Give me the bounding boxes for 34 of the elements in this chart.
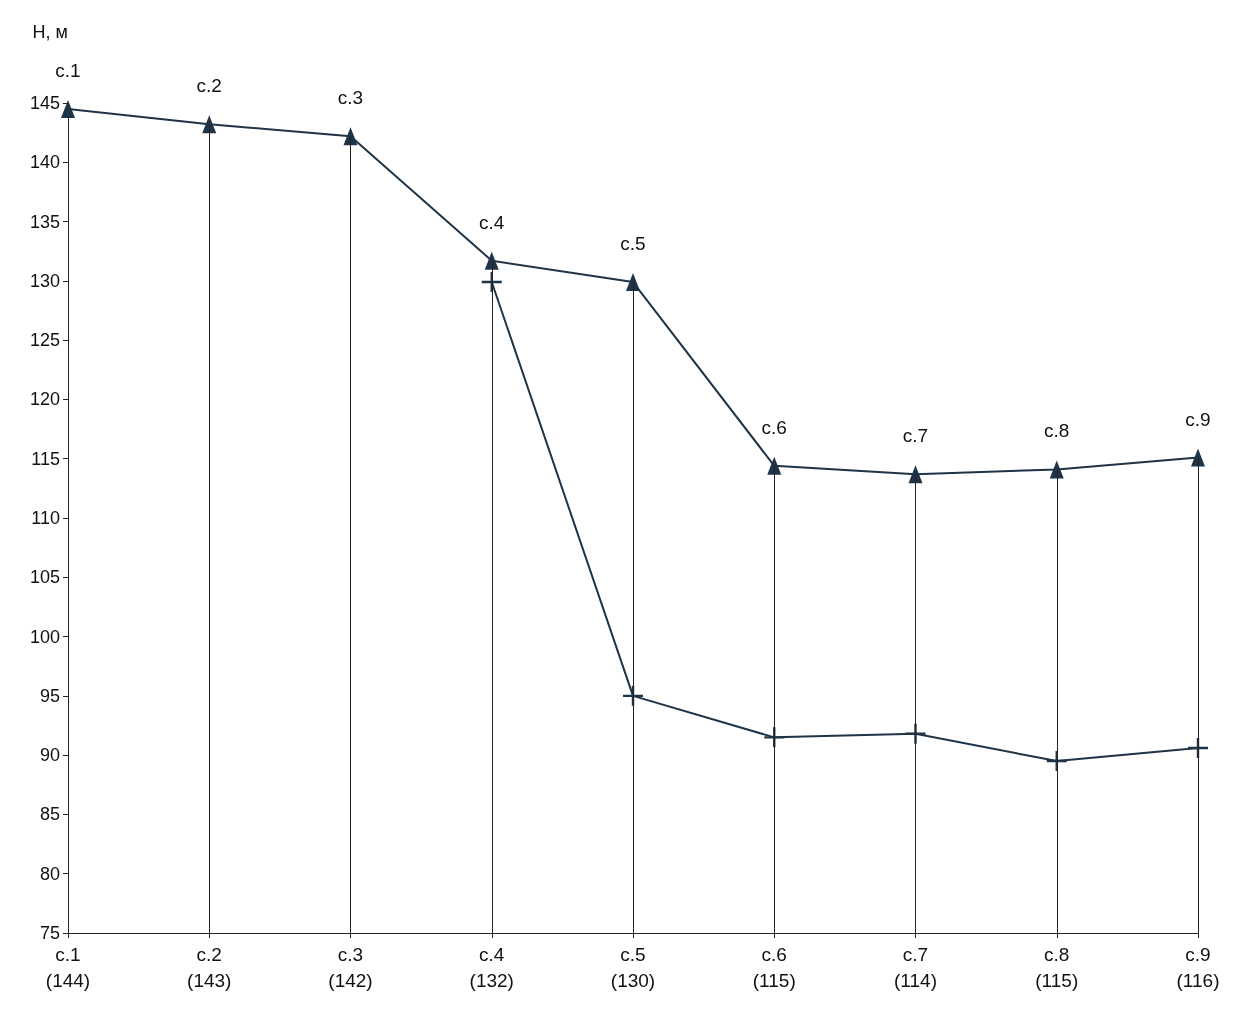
data-label: с.2 xyxy=(196,75,222,97)
x-tick-label: с.1 (144) xyxy=(45,943,91,991)
data-label: с.8 xyxy=(1044,420,1070,442)
y-tick-label: 140 xyxy=(29,152,60,173)
y-tick-label: 80 xyxy=(39,863,60,884)
x-tick-label: с.2 (143) xyxy=(187,943,232,991)
y-tick-label: 75 xyxy=(39,923,60,943)
data-label: с.4 xyxy=(479,211,505,233)
y-tick-label: 100 xyxy=(29,626,60,647)
data-label: с.9 xyxy=(1185,408,1211,430)
y-tick-label: 85 xyxy=(39,804,60,825)
y-tick-label: 120 xyxy=(29,389,60,410)
data-label: с.3 xyxy=(337,87,364,109)
data-label: с.5 xyxy=(620,233,646,255)
x-tick-label: с.9 (116) xyxy=(1176,943,1220,991)
x-tick-label: с.6 (115) xyxy=(752,943,796,991)
y-tick-label: 90 xyxy=(39,745,60,766)
y-tick-label: 145 xyxy=(29,93,60,113)
data-label: с.1 xyxy=(55,59,81,81)
x-tick-label: с.7 (114) xyxy=(894,943,937,991)
x-tick-label: с.5 (130) xyxy=(610,943,656,991)
data-label: с.7 xyxy=(902,425,929,447)
y-tick-label: 95 xyxy=(39,685,60,706)
y-tick-label: 125 xyxy=(29,330,60,351)
x-tick-label: с.3 (142) xyxy=(328,943,373,991)
y-tick-label: 135 xyxy=(29,211,60,232)
y-axis-title: H, м xyxy=(32,22,68,42)
x-tick-label: с.4 (132) xyxy=(469,943,514,991)
y-tick-label: 115 xyxy=(31,448,60,469)
y-tick-label: 105 xyxy=(29,567,60,588)
x-tick-label: с.8 (115) xyxy=(1035,943,1079,991)
y-tick-label: 110 xyxy=(31,508,60,528)
y-tick-label: 130 xyxy=(29,270,60,291)
data-label: с.6 xyxy=(761,416,787,438)
